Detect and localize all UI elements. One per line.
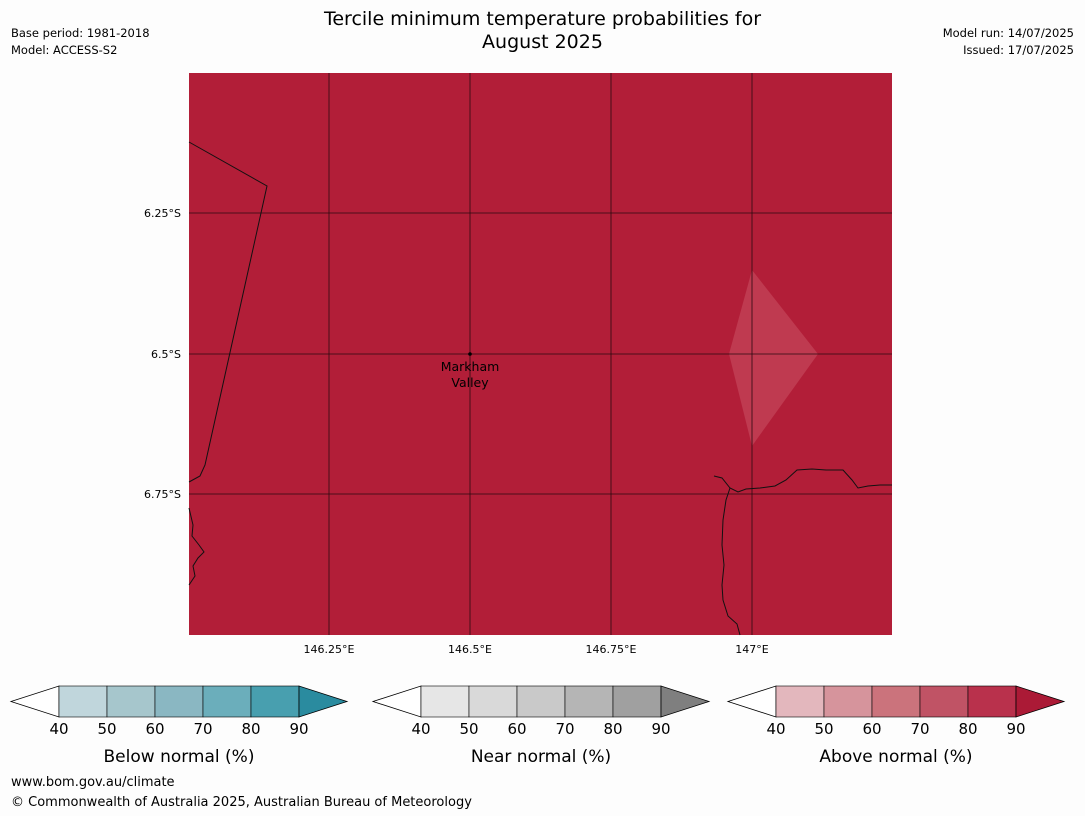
lon-label-147: 147°E [735,643,768,656]
legend-1-tick-2: 60 [507,720,526,738]
legend-0-segment-2 [154,685,204,718]
meta-left: Base period: 1981-2018 Model: ACCESS-S2 [11,25,150,59]
legend-1-tick-4: 80 [603,720,622,738]
legend-2-tick-3: 70 [910,720,929,738]
legend-0-tick-5: 90 [289,720,308,738]
legend-0-tick-3: 70 [193,720,212,738]
legend-2-tick-4: 80 [958,720,977,738]
legend-1-title: Near normal (%) [471,747,611,767]
gulf-coastline [713,468,892,493]
model-run: Model run: 14/07/2025 [942,26,1074,40]
title-line-2: August 2025 [482,31,603,53]
meta-right: Model run: 14/07/2025 Issued: 17/07/2025 [943,25,1074,59]
legend-0-over-arrow [298,685,349,718]
place-label-line-1: Markham [441,359,500,374]
base-period: Base period: 1981-2018 [11,26,150,40]
page-title: Tercile minimum temperature probabilitie… [0,8,1085,54]
legend-0-title: Below normal (%) [104,747,255,767]
legend-2: 40 50 60 70 80 90 Above normal (%) [726,685,1066,767]
probability-patch [729,270,818,446]
legend-2-segment-4 [967,685,1017,718]
legend-2-tick-1: 50 [814,720,833,738]
river-line [721,487,741,636]
model-name: Model: ACCESS-S2 [11,43,118,57]
lon-label-146-25: 146.25°E [304,643,355,656]
legend-0: 40 50 60 70 80 90 Below normal (%) [9,685,349,767]
footer-url[interactable]: www.bom.gov.au/climate [11,775,175,790]
province-boundary [188,141,268,483]
lon-label-146-75: 146.75°E [586,643,637,656]
legend-2-tick-5: 90 [1006,720,1025,738]
legend-2-segment-0 [775,685,825,718]
legend-2-title: Above normal (%) [819,747,972,767]
title-line-1: Tercile minimum temperature probabilitie… [323,8,762,30]
legend-1-segment-0 [420,685,470,718]
lat-label-6-75: 6.75°S [144,488,181,501]
legend-2-tick-2: 60 [862,720,881,738]
legend-1-segment-3 [564,685,614,718]
lon-label-146-5: 146.5°E [448,643,492,656]
legend-0-under-arrow [9,685,60,718]
legends: 40 50 60 70 80 90 Below normal (%) 40 50 60 70 80 90… [9,685,1066,767]
legend-1-over-arrow [660,685,711,718]
west-coastline [188,507,205,586]
legend-0-segment-3 [202,685,252,718]
lat-label-6-5: 6.5°S [151,348,181,361]
legend-0-tick-1: 50 [97,720,116,738]
legend-2-segment-2 [871,685,921,718]
legend-1-under-arrow [371,685,422,718]
legend-1: 40 50 60 70 80 90 Near normal (%) [371,685,711,767]
footer-copyright: © Commonwealth of Australia 2025, Austra… [11,795,472,810]
legend-1-tick-3: 70 [555,720,574,738]
place-label-line-2: Valley [451,375,489,390]
legend-0-tick-0: 40 [49,720,68,738]
legend-0-tick-2: 60 [145,720,164,738]
issued-date: Issued: 17/07/2025 [963,43,1074,57]
legend-0-segment-4 [250,685,300,718]
legend-0-segment-0 [58,685,108,718]
legend-1-tick-5: 90 [651,720,670,738]
legend-2-over-arrow [1015,685,1066,718]
legend-1-segment-2 [516,685,566,718]
place-marker [468,352,472,356]
legend-1-segment-4 [612,685,662,718]
legend-0-tick-4: 80 [241,720,260,738]
legend-1-tick-1: 50 [459,720,478,738]
legend-2-segment-3 [919,685,969,718]
boundaries [188,141,892,636]
legend-0-segment-1 [106,685,156,718]
legend-2-segment-1 [823,685,873,718]
lat-label-6-25: 6.25°S [144,207,181,220]
legend-1-tick-0: 40 [411,720,430,738]
legend-1-segment-1 [468,685,518,718]
legend-2-under-arrow [726,685,777,718]
legend-2-tick-0: 40 [766,720,785,738]
